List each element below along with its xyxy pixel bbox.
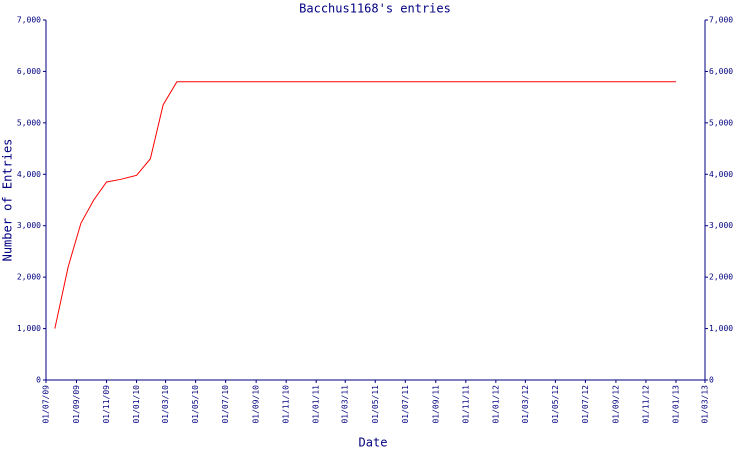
x-tick-label: 01/01/13 xyxy=(671,385,680,424)
x-tick-label: 01/09/09 xyxy=(72,385,81,424)
x-tick-label: 01/03/11 xyxy=(341,385,350,424)
x-tick-label: 01/11/11 xyxy=(461,385,470,424)
y-tick-label: 0 xyxy=(36,376,41,385)
x-tick-label: 01/01/12 xyxy=(491,385,500,424)
x-tick-label: 01/05/12 xyxy=(551,385,560,424)
x-tick-label: 01/09/10 xyxy=(252,385,261,424)
x-tick-label: 01/01/10 xyxy=(132,385,141,424)
x-tick-label: 01/07/09 xyxy=(42,385,51,424)
x-tick-label: 01/03/13 xyxy=(701,385,710,424)
data-line xyxy=(54,81,676,329)
y-tick-label: 3,000 xyxy=(17,221,41,230)
x-tick-label: 01/09/11 xyxy=(431,385,440,424)
y-tick-label: 7,000 xyxy=(17,16,41,25)
y2-tick-label: 6,000 xyxy=(709,67,733,76)
x-tick-label: 01/03/12 xyxy=(521,385,530,424)
y-axis-label: Number of Entries xyxy=(1,139,15,262)
y2-tick-label: 1,000 xyxy=(709,324,733,333)
x-tick-label: 01/07/12 xyxy=(581,385,590,424)
y2-tick-label: 0 xyxy=(709,376,714,385)
x-axis-label: Date xyxy=(359,436,388,450)
y-tick-label: 4,000 xyxy=(17,170,41,179)
x-tick-label: 01/07/10 xyxy=(221,385,230,424)
y2-tick-label: 3,000 xyxy=(709,221,733,230)
y2-tick-label: 4,000 xyxy=(709,170,733,179)
x-tick-label: 01/03/10 xyxy=(161,385,170,424)
x-tick-label: 01/11/10 xyxy=(282,385,291,424)
chart-title: Bacchus1168's entries xyxy=(299,2,451,16)
y-tick-label: 6,000 xyxy=(17,67,41,76)
y2-tick-label: 2,000 xyxy=(709,273,733,282)
x-tick-label: 01/07/11 xyxy=(401,385,410,424)
y2-tick-label: 5,000 xyxy=(709,118,733,127)
x-tick-label: 01/05/10 xyxy=(191,385,200,424)
x-tick-label: 01/11/09 xyxy=(102,385,111,424)
y-tick-label: 2,000 xyxy=(17,273,41,282)
x-tick-label: 01/09/12 xyxy=(611,385,620,424)
y-tick-label: 1,000 xyxy=(17,324,41,333)
x-tick-label: 01/11/12 xyxy=(641,385,650,424)
x-tick-label: 01/05/11 xyxy=(371,385,380,424)
y2-tick-label: 7,000 xyxy=(709,16,733,25)
y-tick-label: 5,000 xyxy=(17,118,41,127)
x-tick-label: 01/01/11 xyxy=(312,385,321,424)
